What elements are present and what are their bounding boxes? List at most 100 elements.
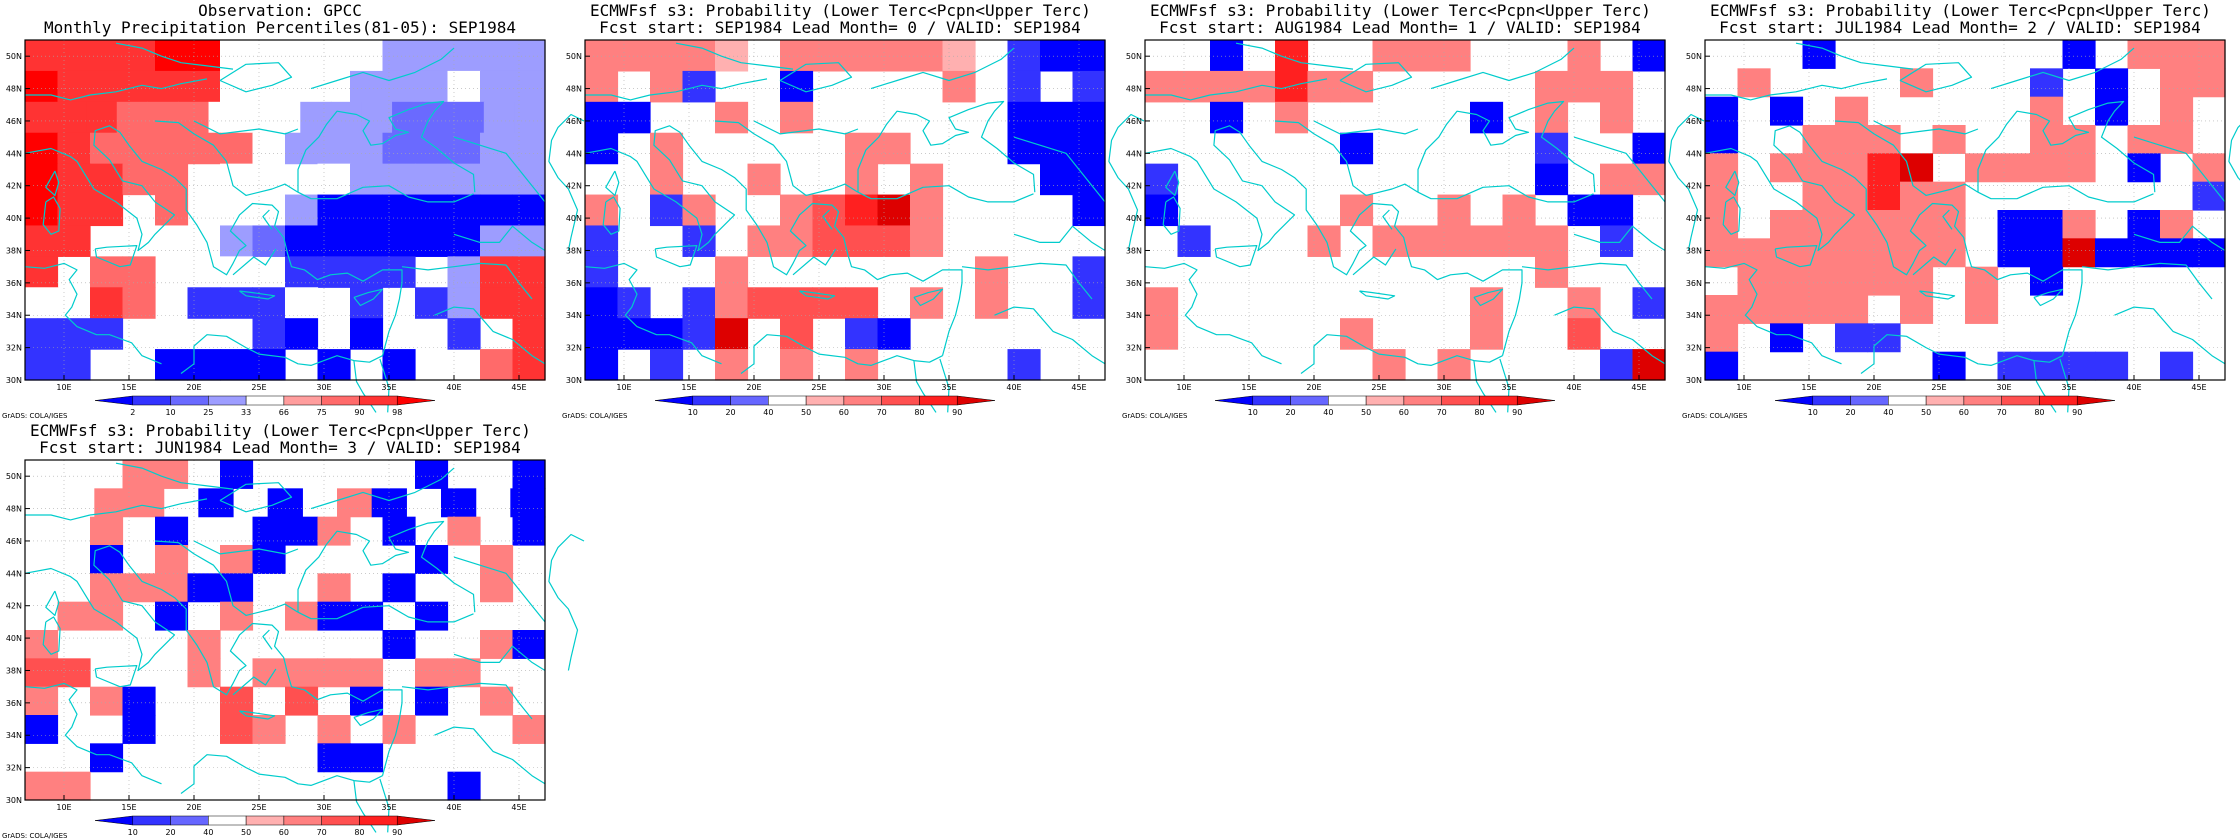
grid-cell (392, 101, 424, 134)
colorbar-label: 40 (1323, 408, 1333, 417)
grid-cell (57, 40, 91, 72)
grid-cell (90, 686, 124, 716)
coastline (1359, 290, 1396, 300)
coastline (1977, 185, 2154, 203)
grid-cell (285, 194, 319, 227)
grid-cell (90, 194, 124, 227)
grid-cell (285, 686, 319, 716)
coastline (1554, 306, 1666, 365)
grid-cell (1737, 68, 1771, 98)
grid-cell (187, 573, 221, 603)
lon-tick-label: 20E (186, 383, 201, 392)
coastline (1573, 225, 1666, 252)
grid-cell (747, 225, 781, 257)
grid-cell (25, 686, 59, 716)
coastline (1873, 120, 1979, 135)
grid-cell (617, 101, 651, 134)
grid-cell (480, 70, 514, 103)
grid-cell (447, 287, 481, 319)
lat-tick-label: 40N (566, 214, 582, 223)
coastline (1313, 120, 1419, 135)
lat-tick-label: 34N (1686, 311, 1702, 320)
grid-cell (317, 163, 351, 196)
colorbar-swatch (1774, 395, 1814, 406)
grid-cell (1210, 101, 1244, 134)
grid-cell (1470, 225, 1504, 257)
grid-cell (2095, 68, 2129, 98)
grid-cell (382, 225, 416, 257)
lat-tick-label: 42N (1126, 182, 1142, 191)
grid-cell (317, 715, 351, 744)
grid-cell (1705, 181, 1739, 211)
panel-subtitle: Fcst start: AUG1984 Lead Month= 1 / VALI… (1159, 18, 1641, 37)
coastline (453, 136, 546, 203)
grid-cell (155, 132, 189, 165)
colorbar: 10 20 40 50 60 70 80 90 (94, 815, 436, 837)
grid-cell (415, 658, 449, 688)
panel-title: ECMWFsf s3: Probability (Lower Terc<Pcpn… (1150, 1, 1651, 20)
grads-credit: GrADS: COLA/IGES (2, 832, 68, 840)
coastline (154, 540, 299, 616)
colorbar-swatch (94, 815, 134, 826)
colorbar-label: 10 (128, 828, 138, 837)
grid-cell (57, 163, 91, 196)
map-frame (1704, 39, 2226, 381)
grid-cell (1835, 125, 1869, 154)
coastline (585, 94, 651, 101)
colorbar-label: 80 (914, 408, 924, 417)
coastline (453, 556, 546, 623)
colorbar-label: 80 (1474, 408, 1484, 417)
grid-cell (975, 287, 1009, 319)
grid-cell (910, 225, 944, 257)
grid-cell (1007, 101, 1041, 134)
grid-cell (942, 70, 976, 103)
lat-tick-label: 50N (566, 52, 582, 61)
coastline (1145, 94, 1211, 101)
grid-cell (1007, 40, 1041, 72)
coastline (193, 120, 299, 135)
grid-cell (317, 743, 351, 773)
grid-cell (1835, 295, 1869, 324)
grid-cell (25, 132, 59, 165)
grid-cell (317, 658, 351, 688)
grid-cell (1600, 349, 1634, 381)
grid-cell (1997, 153, 2031, 183)
lat-tick-label: 30N (566, 376, 582, 385)
lon-tick-label: 15E (121, 383, 136, 392)
colorbar-swatch (1290, 395, 1329, 406)
colorbar-swatch (1812, 395, 1851, 406)
grid-cell (1072, 70, 1106, 103)
grid-cell (447, 256, 481, 288)
grid-cell (208, 101, 240, 134)
coastline (1725, 170, 1740, 196)
grid-cell (1470, 101, 1504, 134)
grid-cell (1567, 318, 1601, 350)
grid-cell (1177, 225, 1211, 257)
colorbar-swatch (1403, 395, 1442, 406)
grid-cell (512, 40, 546, 72)
colorbar-label: 70 (877, 408, 887, 417)
colorbar-label: 50 (1361, 408, 1371, 417)
colorbar-swatch (283, 815, 322, 826)
colorbar-label: 70 (1437, 408, 1447, 417)
coastline (1990, 47, 2135, 90)
grid-cell (220, 225, 254, 257)
colorbar-label: 70 (317, 828, 327, 837)
grid-cell (1802, 40, 1836, 69)
grid-cell (812, 40, 846, 72)
lon-tick-label: 10E (616, 383, 631, 392)
coastline (434, 726, 546, 785)
lat-tick-label: 32N (566, 344, 582, 353)
lat-tick-label: 32N (1126, 344, 1142, 353)
grid-cell (650, 70, 684, 103)
coastline (180, 754, 383, 794)
colorbar-label: 60 (839, 408, 849, 417)
coastline (548, 113, 585, 251)
colorbar-swatch (208, 815, 247, 826)
grid-cell (415, 70, 449, 103)
grid-cell (1965, 266, 1999, 296)
coastline (232, 248, 277, 276)
grid-cell (2192, 40, 2226, 69)
grid-cell (122, 132, 156, 165)
grid-cell (116, 101, 148, 134)
